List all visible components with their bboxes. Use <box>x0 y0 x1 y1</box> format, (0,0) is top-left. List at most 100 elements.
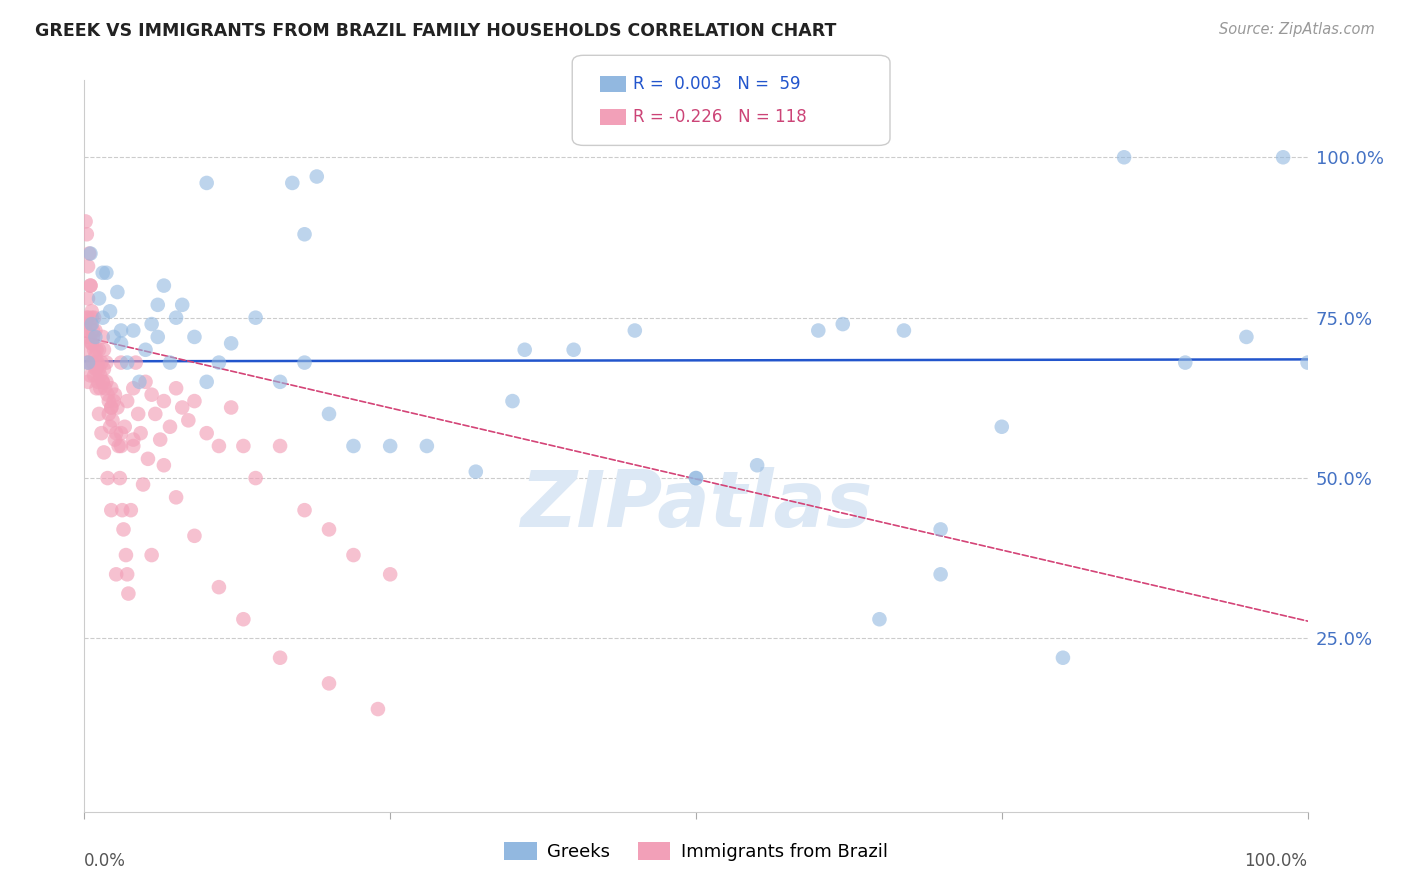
Point <box>97 387 120 401</box>
Point <box>1114 150 1136 164</box>
Point <box>80 304 103 318</box>
Point <box>87 292 110 306</box>
Point <box>93 343 115 357</box>
Point <box>91 375 114 389</box>
Point <box>869 612 891 626</box>
Point <box>96 375 118 389</box>
Point <box>929 567 952 582</box>
Point <box>110 324 132 338</box>
Point <box>380 567 402 582</box>
Point <box>141 387 163 401</box>
Point <box>269 375 291 389</box>
Point <box>269 650 291 665</box>
Point <box>76 227 98 242</box>
Point <box>86 343 108 357</box>
Point <box>513 343 536 357</box>
Point <box>416 439 439 453</box>
Point <box>893 324 915 338</box>
Point <box>105 567 128 582</box>
Point <box>91 330 114 344</box>
Point <box>153 458 176 473</box>
Point <box>146 298 169 312</box>
Point <box>110 426 132 441</box>
Point <box>100 503 122 517</box>
Point <box>104 433 127 447</box>
Point <box>115 355 138 369</box>
Point <box>79 278 101 293</box>
Point <box>84 324 107 338</box>
Point <box>146 330 169 344</box>
Point <box>219 336 242 351</box>
Point <box>172 401 194 415</box>
Point <box>97 407 120 421</box>
Point <box>153 394 176 409</box>
Point <box>82 355 104 369</box>
Point <box>84 349 107 363</box>
Point <box>82 330 104 344</box>
Point <box>80 310 103 325</box>
Point <box>105 426 128 441</box>
Point <box>141 317 163 331</box>
Point <box>98 304 121 318</box>
Point <box>86 362 108 376</box>
Point <box>165 381 187 395</box>
Point <box>115 394 138 409</box>
Point <box>96 355 118 369</box>
Point <box>97 394 120 409</box>
Point <box>77 260 100 274</box>
Point <box>94 381 117 395</box>
Point <box>208 355 231 369</box>
Point <box>100 401 122 415</box>
Point <box>84 362 107 376</box>
Point <box>183 330 205 344</box>
Point <box>172 298 194 312</box>
Point <box>305 169 328 184</box>
Point <box>111 503 134 517</box>
Point <box>125 355 148 369</box>
Legend: Greeks, Immigrants from Brazil: Greeks, Immigrants from Brazil <box>496 835 896 869</box>
Point <box>318 523 340 537</box>
Point <box>685 471 707 485</box>
Point <box>86 381 108 395</box>
Point <box>1052 650 1074 665</box>
Point <box>89 368 111 383</box>
Point <box>87 355 110 369</box>
Point <box>114 419 136 434</box>
Point <box>93 445 115 459</box>
Point <box>1236 330 1258 344</box>
Point <box>318 407 340 421</box>
Point <box>122 433 145 447</box>
Point <box>110 336 132 351</box>
Point <box>1174 355 1197 369</box>
Point <box>77 310 100 325</box>
Text: R =  0.003   N =  59: R = 0.003 N = 59 <box>633 75 800 93</box>
Point <box>245 471 267 485</box>
Point <box>87 343 110 357</box>
Text: GREEK VS IMMIGRANTS FROM BRAZIL FAMILY HOUSEHOLDS CORRELATION CHART: GREEK VS IMMIGRANTS FROM BRAZIL FAMILY H… <box>35 22 837 40</box>
Point <box>294 227 316 242</box>
Point <box>281 176 304 190</box>
Point <box>562 343 585 357</box>
Point <box>159 419 181 434</box>
Point <box>502 394 524 409</box>
Point <box>87 407 110 421</box>
Point <box>165 491 187 505</box>
Point <box>105 285 128 299</box>
Point <box>245 310 267 325</box>
Point <box>76 355 98 369</box>
Point <box>108 471 131 485</box>
Point <box>105 401 128 415</box>
Point <box>101 413 124 427</box>
Point <box>367 702 389 716</box>
Point <box>77 355 100 369</box>
Point <box>464 465 486 479</box>
Point <box>747 458 769 473</box>
Point <box>232 439 254 453</box>
Point <box>208 439 231 453</box>
Point <box>75 317 97 331</box>
Point <box>624 324 647 338</box>
Point <box>77 355 100 369</box>
Point <box>77 292 100 306</box>
Point <box>122 324 145 338</box>
Point <box>1272 150 1295 164</box>
